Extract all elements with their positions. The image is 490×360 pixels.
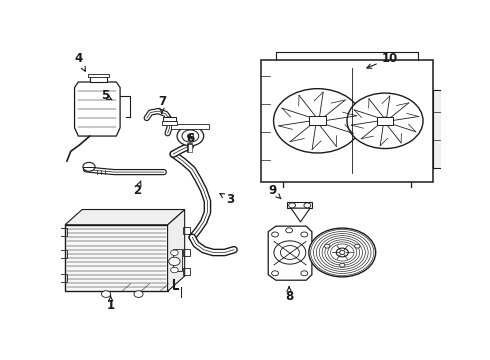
Bar (172, 249, 182, 271)
Circle shape (340, 263, 345, 267)
Polygon shape (268, 226, 312, 280)
Text: 2: 2 (133, 181, 141, 197)
Circle shape (280, 246, 299, 260)
Circle shape (340, 251, 345, 255)
Bar (261, 60, 434, 182)
Polygon shape (74, 82, 120, 136)
Circle shape (169, 257, 180, 266)
Circle shape (274, 241, 306, 264)
Circle shape (101, 291, 111, 297)
Bar (183, 227, 190, 234)
Circle shape (301, 232, 308, 237)
Text: 8: 8 (285, 287, 293, 303)
Bar (58, 274, 67, 282)
Circle shape (336, 248, 348, 257)
Circle shape (347, 93, 423, 149)
Circle shape (271, 271, 278, 276)
Bar (433, 90, 442, 168)
Circle shape (312, 117, 323, 125)
Circle shape (324, 244, 330, 248)
Text: 10: 10 (367, 52, 398, 68)
Text: 3: 3 (220, 193, 234, 206)
Text: 4: 4 (74, 52, 85, 71)
Text: 9: 9 (268, 184, 281, 199)
Circle shape (286, 228, 293, 233)
Bar (183, 249, 190, 256)
Circle shape (177, 126, 204, 146)
Circle shape (301, 271, 308, 276)
Circle shape (171, 267, 178, 273)
Text: 7: 7 (158, 95, 166, 113)
Polygon shape (65, 225, 168, 291)
Circle shape (271, 232, 278, 237)
Circle shape (182, 130, 199, 142)
Text: 6: 6 (186, 132, 195, 145)
Text: 1: 1 (106, 296, 115, 312)
Circle shape (171, 250, 178, 256)
Text: 5: 5 (101, 89, 112, 102)
Bar (88, 74, 109, 77)
Circle shape (380, 117, 390, 125)
Bar (163, 117, 176, 121)
Bar (309, 116, 326, 125)
Bar (58, 250, 67, 258)
Bar (172, 124, 209, 129)
Circle shape (187, 134, 194, 138)
Bar (58, 228, 67, 236)
Bar (162, 121, 177, 125)
Circle shape (289, 203, 295, 208)
Circle shape (273, 89, 362, 153)
Bar (287, 202, 312, 208)
Bar (377, 117, 392, 125)
Circle shape (134, 291, 143, 297)
Circle shape (309, 228, 376, 277)
Bar (90, 76, 107, 82)
Polygon shape (168, 210, 185, 291)
Bar (183, 269, 190, 275)
Circle shape (355, 244, 360, 248)
Circle shape (83, 162, 95, 171)
Polygon shape (291, 208, 310, 222)
Circle shape (304, 203, 311, 208)
Polygon shape (65, 210, 185, 225)
